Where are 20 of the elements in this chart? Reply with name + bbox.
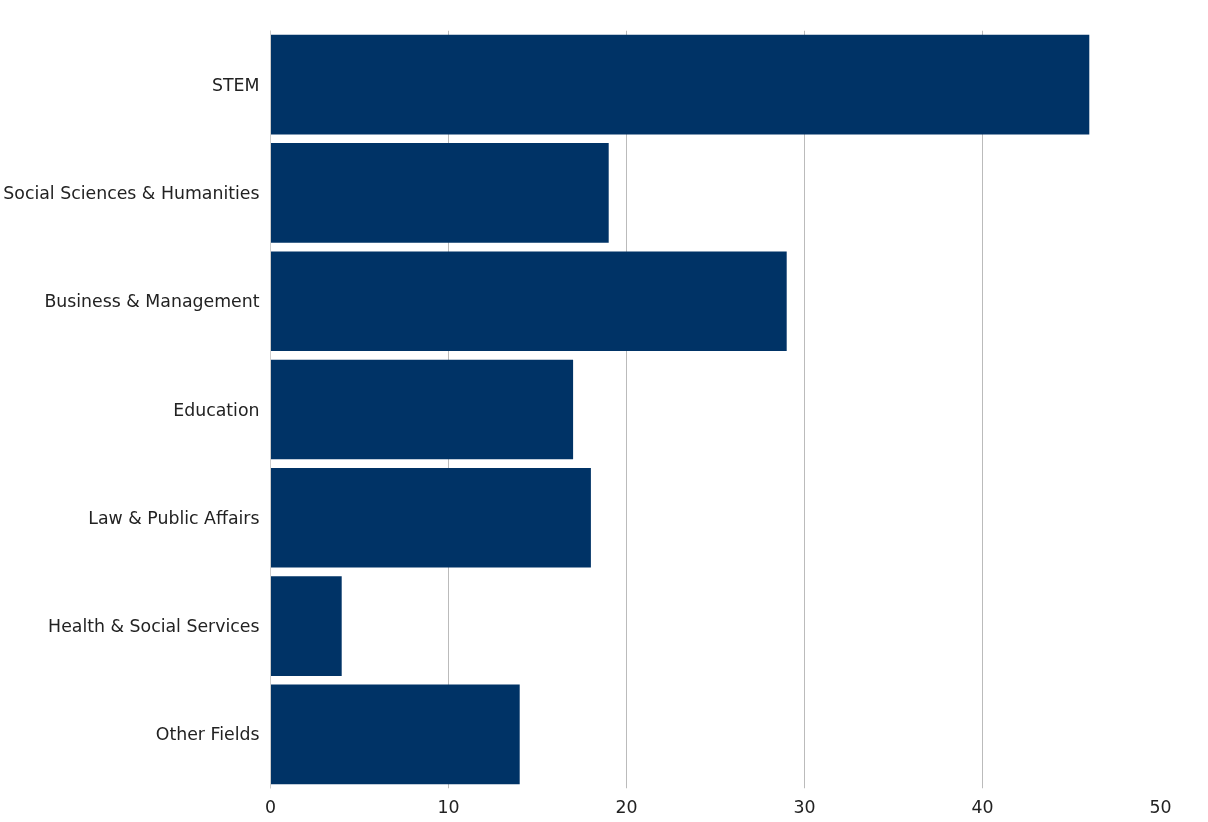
y-tick-label: STEM (212, 74, 260, 95)
y-tick-label: Other Fields (155, 724, 260, 745)
x-tick-label: 40 (971, 796, 994, 817)
y-tick-label: Health & Social Services (48, 616, 260, 637)
bar (270, 576, 342, 676)
bar (270, 143, 609, 243)
y-tick-label: Law & Public Affairs (88, 507, 260, 528)
x-tick-label: 0 (264, 796, 277, 817)
bar (270, 34, 1090, 135)
bar (270, 359, 574, 460)
x-tick-label: 10 (437, 796, 460, 817)
bar (270, 467, 591, 568)
bar (270, 684, 520, 785)
bar (270, 251, 787, 352)
x-tick-label: 30 (793, 796, 816, 817)
y-tick-label: Education (173, 399, 260, 420)
y-tick-label: Business & Management (44, 291, 260, 312)
x-tick-label: 50 (1149, 796, 1172, 817)
x-tick-label: 20 (615, 796, 638, 817)
y-tick-label: Social Sciences & Humanities (3, 182, 260, 203)
